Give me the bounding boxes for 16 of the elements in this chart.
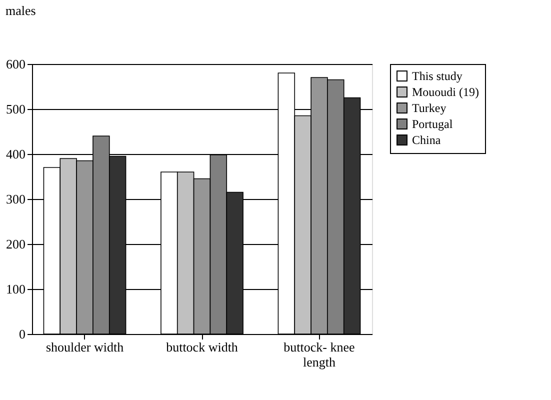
legend-label: Mououdi (19) bbox=[412, 85, 479, 99]
y-tick-label: 300 bbox=[6, 192, 26, 206]
y-tick-label: 600 bbox=[6, 56, 26, 72]
x-tick-label: buttock- knee length bbox=[284, 340, 356, 370]
legend-label: Portugal bbox=[412, 117, 454, 131]
y-tick-label: 0 bbox=[19, 326, 26, 342]
chart-title: males bbox=[6, 3, 36, 18]
y-tick-label: 400 bbox=[6, 146, 26, 162]
legend-label: China bbox=[412, 133, 442, 147]
y-tick-label: 100 bbox=[6, 282, 26, 296]
x-tick-label: shoulder width bbox=[46, 340, 124, 354]
legend-label: Turkey bbox=[412, 101, 446, 115]
legend-label: This study bbox=[412, 69, 462, 83]
y-tick-label: 200 bbox=[6, 236, 26, 252]
y-tick-label: 500 bbox=[6, 102, 26, 116]
x-tick-label: buttock width bbox=[166, 340, 238, 354]
